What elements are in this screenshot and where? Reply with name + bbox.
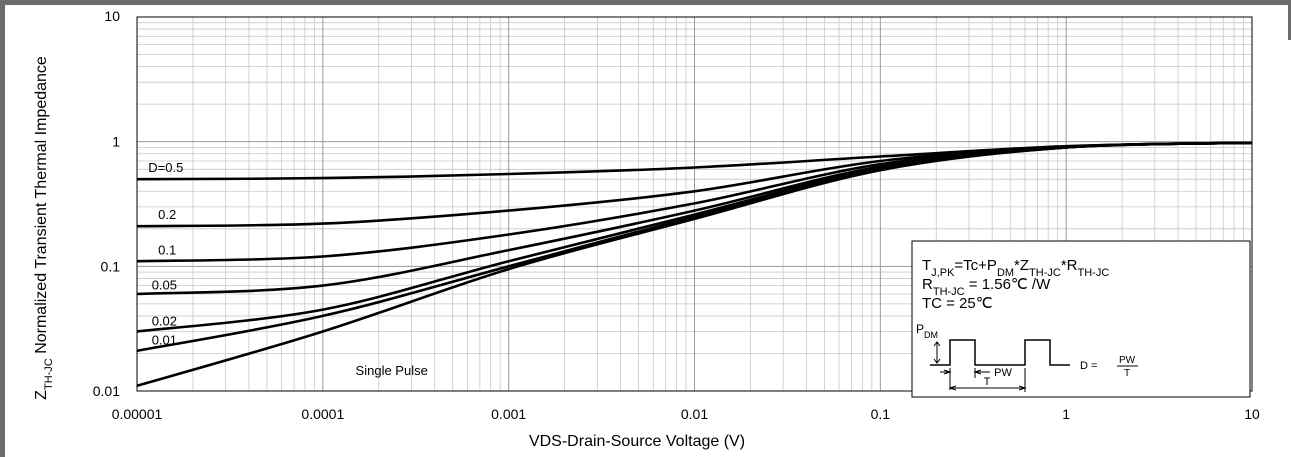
y-tick-label: 10 — [104, 8, 120, 24]
frame-top-border — [0, 0, 1291, 5]
series-label: 0.05 — [152, 278, 177, 293]
pulse-waveform — [930, 339, 1070, 366]
t-label: T — [984, 376, 991, 388]
series-lines — [136, 141, 1253, 388]
x-tick-label: 0.01 — [681, 406, 708, 422]
pdm-arrow — [933, 341, 941, 364]
formula-text: TJ,PK=Tc+PDM*ZTH-JC*RTH-JC — [922, 257, 1109, 279]
x-tick-label: 0.0001 — [301, 406, 344, 422]
series-label: 0.01 — [152, 333, 177, 348]
series-label: Single Pulse — [356, 363, 428, 378]
x-tick-labels: 0.00001 0.0001 0.001 0.01 0.1 1 10 — [112, 406, 1260, 422]
plot-area-border — [136, 16, 1253, 392]
t-marker — [948, 368, 1027, 392]
x-tick-label: 10 — [1244, 406, 1260, 422]
frame-left-border — [0, 0, 5, 457]
series-label: 0.2 — [158, 207, 176, 222]
y-tick-label: 0.1 — [101, 258, 121, 274]
info-box: TJ,PK=Tc+PDM*ZTH-JC*RTH-JC RTH-JC = 1.56… — [911, 240, 1251, 398]
series-label: 0.02 — [152, 314, 177, 329]
series-labels: D=0.5 0.2 0.1 0.05 0.02 0.01 Single Pulse — [148, 160, 428, 378]
x-tick-label: 1 — [1062, 406, 1070, 422]
y-tick-labels: 0.01 0.1 1 10 — [93, 8, 120, 399]
duty-label: D = — [1080, 360, 1097, 372]
series-label: D=0.5 — [148, 160, 183, 175]
rth-text: RTH-JC = 1.56℃ /W — [922, 276, 1051, 298]
frame-right-border — [1288, 0, 1291, 40]
pulse-diagram: PDM PW T D = PW T — [916, 322, 1138, 392]
pw-label: PW — [994, 367, 1012, 379]
duty-numerator: PW — [1119, 355, 1136, 366]
pw-marker — [940, 368, 990, 390]
pdm-label: PDM — [916, 322, 938, 340]
duty-denominator: T — [1124, 368, 1130, 379]
series-line — [136, 141, 1253, 388]
info-box-border — [911, 240, 1251, 398]
y-tick-label: 0.01 — [93, 383, 120, 399]
x-tick-label: 0.001 — [491, 406, 526, 422]
x-tick-label: 0.1 — [871, 406, 891, 422]
x-axis-title: VDS-Drain-Source Voltage (V) — [529, 433, 745, 450]
x-tick-label: 0.00001 — [112, 406, 163, 422]
y-tick-label: 1 — [112, 134, 120, 150]
series-label: 0.1 — [158, 242, 176, 257]
y-axis-title: ZTH-JC Normalized Transient Thermal Impe… — [33, 56, 55, 400]
tc-text: TC = 25℃ — [922, 295, 993, 312]
